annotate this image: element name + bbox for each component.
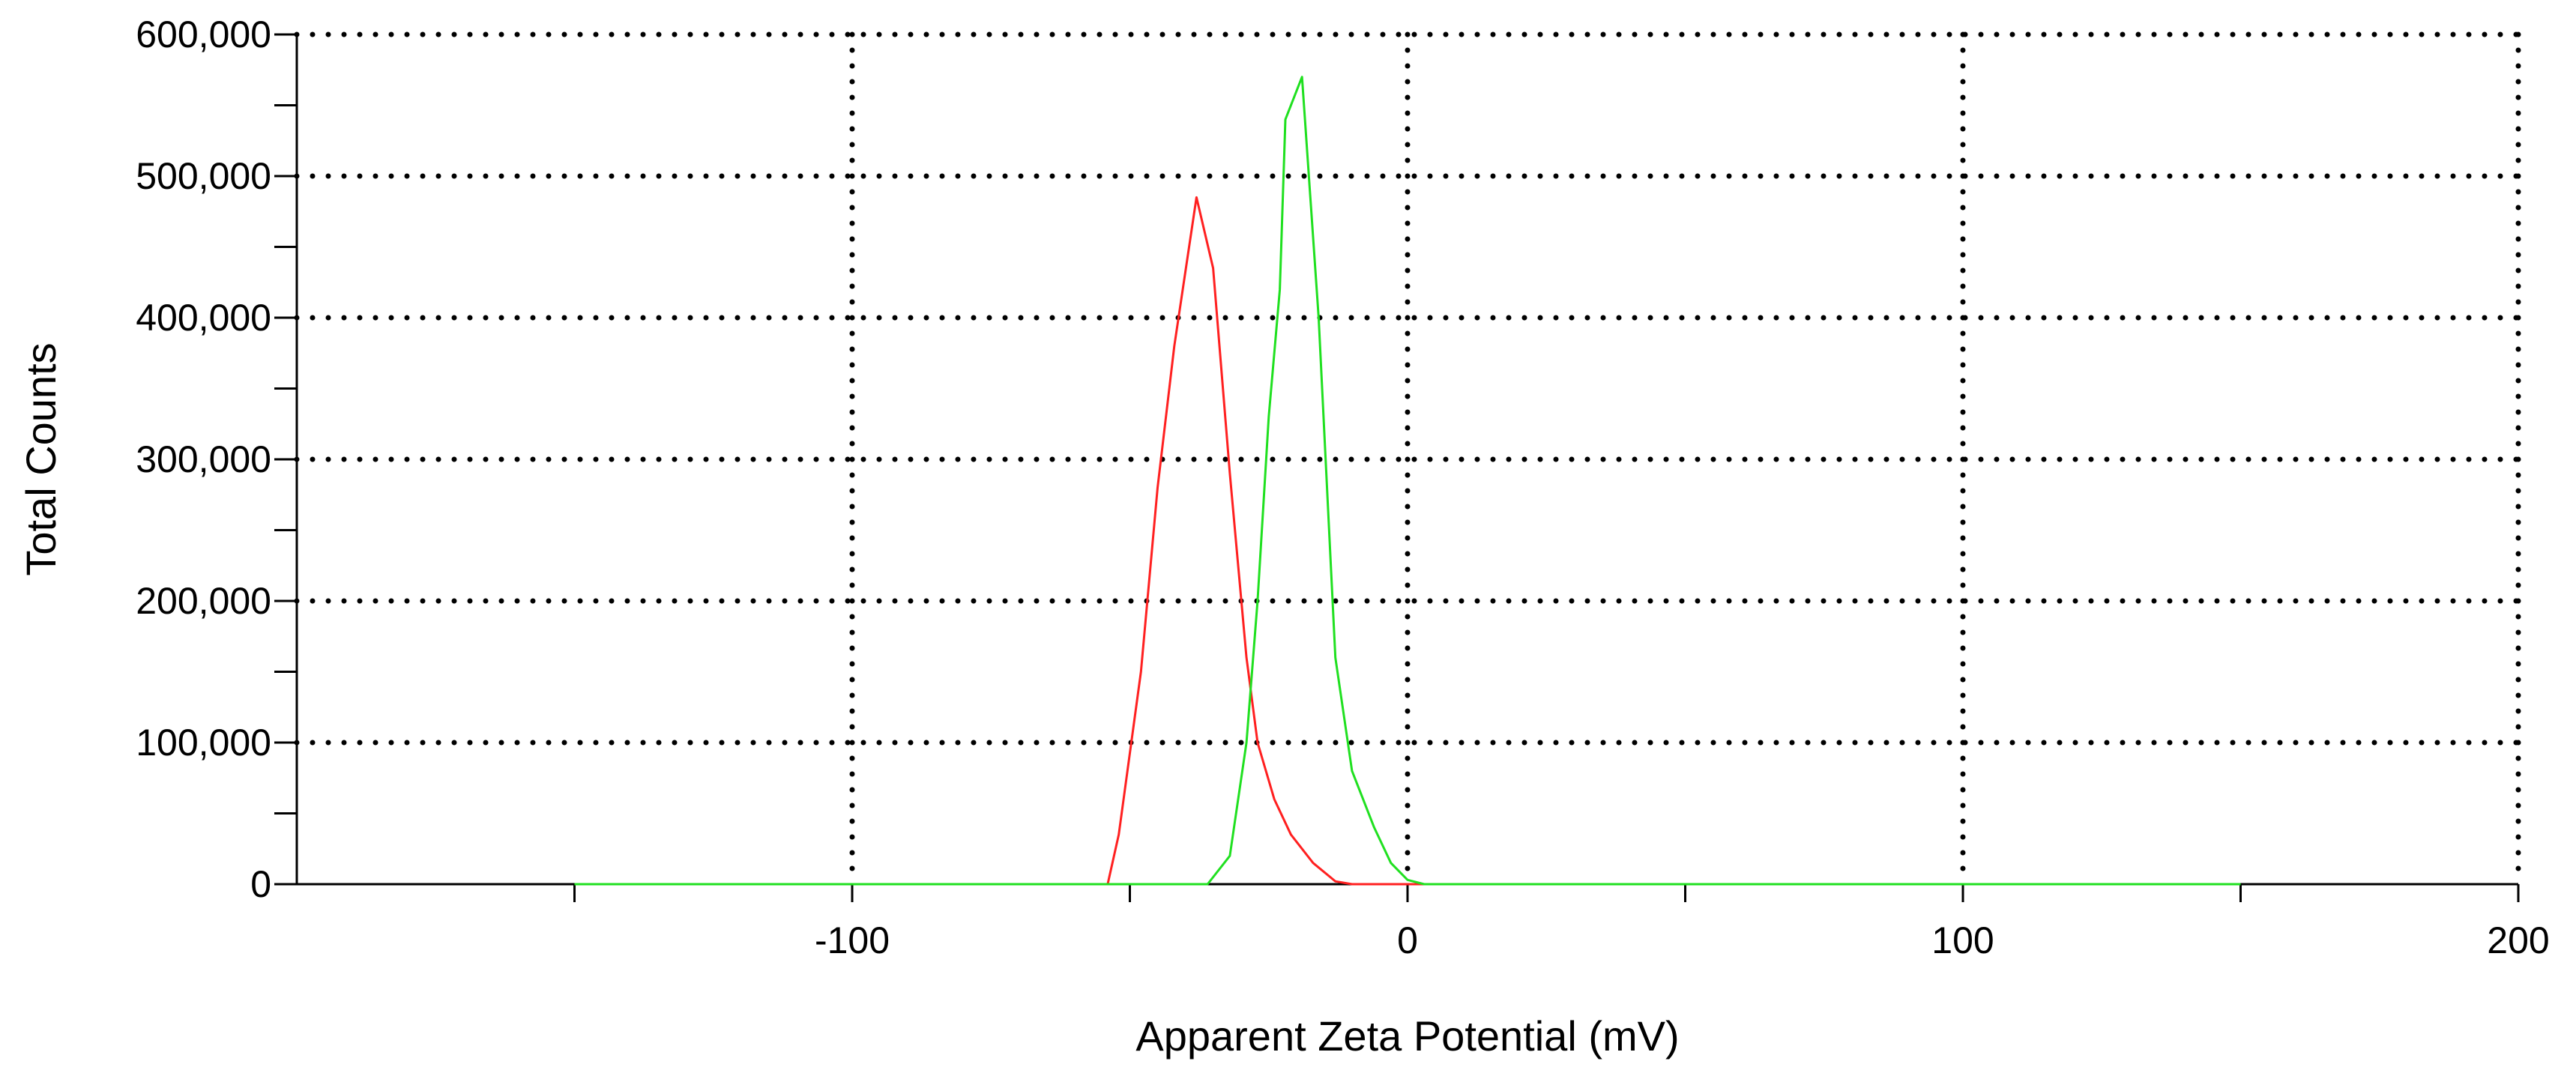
y-tick-label: 0 (250, 863, 271, 905)
x-tick-label: 200 (2487, 919, 2549, 961)
y-axis-title: Total Counts (17, 342, 64, 575)
y-tick-label: 600,000 (136, 13, 271, 55)
x-tick-label: 0 (1397, 919, 1418, 961)
y-tick-label: 300,000 (136, 438, 271, 480)
series-line-1 (574, 196, 2241, 886)
series-line-2 (574, 76, 2241, 886)
y-tick-label: 100,000 (136, 722, 271, 764)
data-series (574, 76, 2241, 886)
y-tick-label: 500,000 (136, 155, 271, 197)
tick-labels: 0 100,000 200,000 300,000 400,000 500,000 600,… (136, 13, 2549, 961)
y-tick-label: 200,000 (136, 580, 271, 622)
axes (274, 33, 2520, 902)
x-tick-label: -100 (815, 919, 890, 961)
gridlines (294, 31, 2521, 887)
y-tick-label: 400,000 (136, 297, 271, 339)
x-axis-title: Apparent Zeta Potential (mV) (1135, 1012, 1679, 1060)
x-tick-label: 100 (1931, 919, 1994, 961)
